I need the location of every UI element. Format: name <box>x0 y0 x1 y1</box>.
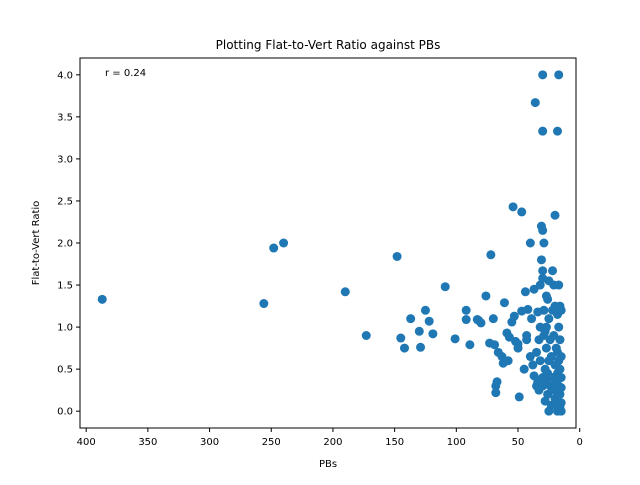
data-point <box>539 305 549 315</box>
y-tick-label: 0.0 <box>57 407 73 418</box>
data-point <box>406 314 416 324</box>
data-point <box>522 335 532 345</box>
correlation-annotation: r = 0.24 <box>105 68 146 79</box>
data-point <box>509 311 519 321</box>
x-axis-label: PBs <box>319 459 337 470</box>
data-point <box>543 294 553 304</box>
data-point <box>481 291 491 301</box>
data-point <box>556 373 566 383</box>
data-point <box>492 377 502 387</box>
y-axis-label: Flat-to-Vert Ratio <box>31 201 42 286</box>
y-tick-label: 2.0 <box>57 239 73 250</box>
data-point <box>556 352 566 362</box>
data-point <box>556 406 566 416</box>
data-point <box>539 238 549 248</box>
chart-title: Plotting Flat-to-Vert Ratio against PBs <box>216 38 441 52</box>
data-point <box>392 251 402 261</box>
data-point <box>554 70 564 80</box>
x-tick-label: 400 <box>77 437 96 448</box>
x-tick-label: 50 <box>512 437 525 448</box>
data-point <box>461 305 471 315</box>
y-tick-label: 3.0 <box>57 154 73 165</box>
y-tick-label: 3.5 <box>57 112 73 123</box>
data-point <box>548 266 558 276</box>
data-point <box>97 294 107 304</box>
data-point <box>491 388 501 398</box>
data-point <box>554 322 564 332</box>
y-tick-label: 1.0 <box>57 323 73 334</box>
data-point <box>556 398 566 408</box>
data-point <box>528 360 538 370</box>
data-point <box>554 280 564 290</box>
data-point <box>513 343 523 353</box>
x-tick-label: 300 <box>200 437 219 448</box>
data-point <box>538 70 548 80</box>
data-point <box>538 381 548 391</box>
data-point <box>550 210 560 220</box>
data-point <box>527 314 537 324</box>
data-point <box>461 315 471 325</box>
data-points <box>97 70 566 416</box>
data-point <box>523 304 533 314</box>
y-tick-label: 1.5 <box>57 281 73 292</box>
data-point <box>538 126 548 136</box>
data-point <box>552 126 562 136</box>
x-tick-label: 250 <box>262 437 281 448</box>
data-point <box>530 98 540 108</box>
data-point <box>538 225 548 235</box>
y-axis-ticks: 0.0 0.5 1.0 1.5 2.0 2.5 3.0 3.5 4.0 <box>57 70 80 418</box>
data-point <box>508 202 518 212</box>
data-point <box>269 243 279 253</box>
data-point <box>556 305 566 315</box>
data-point <box>490 340 500 350</box>
x-tick-label: 200 <box>323 437 342 448</box>
y-tick-label: 4.0 <box>57 70 73 81</box>
data-point <box>519 364 529 374</box>
data-point <box>486 250 496 260</box>
data-point <box>399 343 409 353</box>
data-point <box>465 340 475 350</box>
data-point <box>414 326 424 336</box>
data-point <box>488 314 498 324</box>
data-point <box>361 331 371 340</box>
data-point <box>555 364 565 374</box>
data-point <box>532 347 542 357</box>
data-point <box>555 389 565 399</box>
x-tick-label: 0 <box>577 437 583 448</box>
x-axis-ticks: 400 350 300 250 200 150 100 50 0 <box>77 428 583 448</box>
data-point <box>440 282 450 292</box>
data-point <box>424 316 434 326</box>
x-tick-label: 150 <box>385 437 404 448</box>
data-point <box>520 287 530 297</box>
data-point <box>450 334 460 344</box>
data-point <box>499 298 509 308</box>
x-tick-label: 100 <box>447 437 466 448</box>
data-point <box>503 356 513 366</box>
y-tick-label: 2.5 <box>57 196 73 207</box>
data-point <box>416 342 426 352</box>
data-point <box>428 329 438 339</box>
data-point <box>396 333 406 343</box>
x-tick-label: 350 <box>138 437 157 448</box>
data-point <box>541 343 551 353</box>
y-tick-label: 0.5 <box>57 365 73 376</box>
data-point <box>555 335 565 345</box>
data-point <box>538 266 548 276</box>
data-point <box>535 356 545 366</box>
data-point <box>259 299 269 309</box>
data-point <box>340 287 350 297</box>
data-point <box>544 314 554 324</box>
data-point <box>525 238 535 248</box>
data-point <box>279 238 289 248</box>
data-point <box>476 318 486 328</box>
data-point <box>556 383 566 393</box>
data-point <box>517 207 527 217</box>
data-point <box>541 322 551 332</box>
data-point <box>514 392 524 402</box>
data-point <box>420 305 430 315</box>
data-point <box>536 255 546 265</box>
